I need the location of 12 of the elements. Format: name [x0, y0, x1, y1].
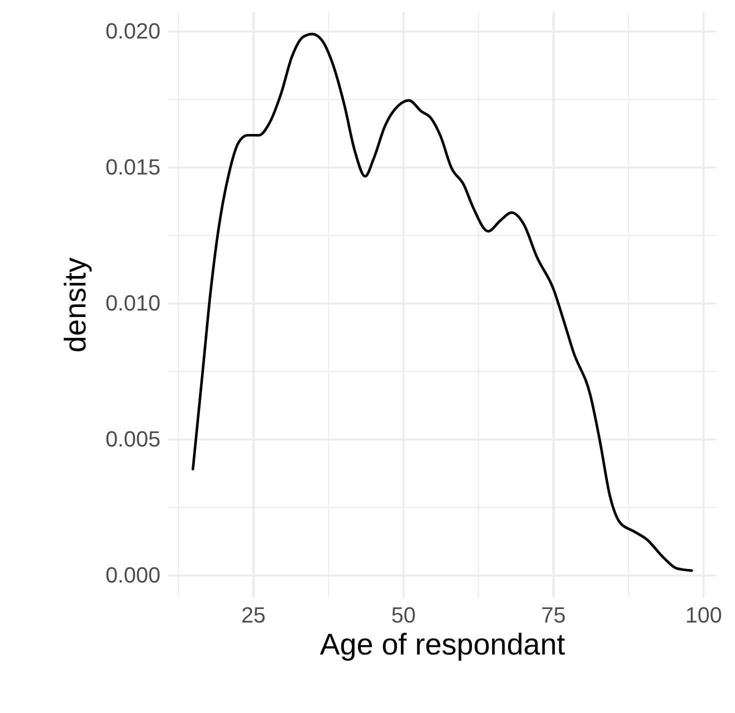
- x-axis-title: Age of respondant: [320, 628, 566, 662]
- y-tick-label: 0.010: [105, 290, 160, 316]
- y-tick-label: 0.020: [105, 18, 160, 44]
- y-axis-title: density: [59, 257, 92, 353]
- x-tick-label: 25: [241, 602, 266, 628]
- x-tick-label: 75: [541, 602, 566, 628]
- x-tick-label: 50: [391, 602, 416, 628]
- y-tick-label: 0.015: [105, 154, 160, 180]
- line-series: [192, 32, 693, 572]
- y-tick-label: 0.000: [105, 562, 160, 588]
- x-tick-label: 100: [685, 602, 722, 628]
- y-tick-label: 0.005: [105, 426, 160, 452]
